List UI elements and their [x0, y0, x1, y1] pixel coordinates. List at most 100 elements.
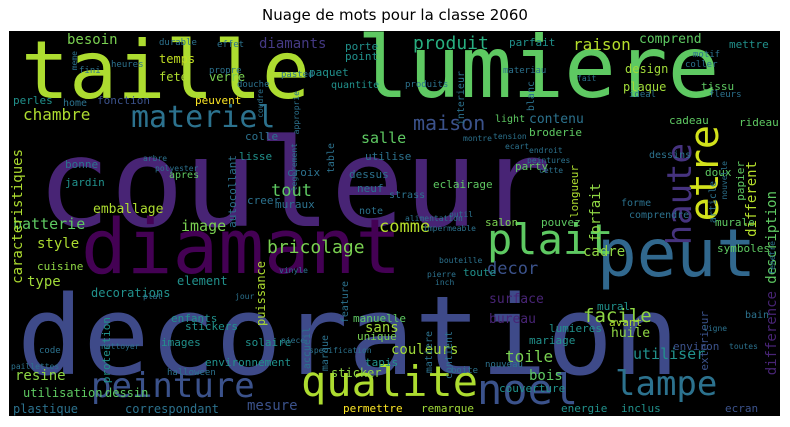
word-puissance: puissance: [254, 261, 268, 327]
word-toile: toile: [505, 347, 554, 366]
word-motif: motif: [693, 50, 721, 60]
word-diamants: diamants: [259, 36, 327, 52]
word-bureau: bureau: [489, 312, 536, 327]
word-creer: creer: [247, 194, 281, 207]
word-nettoyer: nettoyer: [101, 342, 140, 351]
word-exterieur: exterieur: [698, 311, 711, 371]
word-blanc: blanc: [526, 81, 537, 112]
word-lampe: lampe: [615, 364, 718, 404]
word-autocollant: autocollant: [226, 155, 239, 228]
word-ligne: ligne: [703, 324, 728, 333]
word-jardin: jardin: [65, 176, 105, 189]
word-lumieres: lumieres: [549, 322, 602, 335]
word-table: table: [326, 143, 337, 174]
word-cloud: couleur decoration lumiere taille diaman…: [9, 31, 780, 416]
word-paquet: paquet: [309, 66, 349, 79]
word-bois: bois: [529, 368, 563, 384]
word-sticker: sticker: [331, 366, 382, 380]
word-ecart: ecart: [505, 142, 530, 151]
word-bouteille: bouteille: [439, 256, 483, 265]
word-mettre: mettre: [729, 38, 769, 51]
word-cadeau: cadeau: [669, 114, 709, 127]
word-neuf: neuf: [357, 182, 384, 195]
word-tension: tension: [493, 132, 527, 141]
word-peintures: peintures: [527, 156, 571, 165]
word-symboles: symboles: [717, 242, 770, 255]
word-nouvelle: nouvelle: [720, 161, 729, 200]
word-permettre: permettre: [343, 402, 403, 415]
word-code: code: [39, 346, 61, 356]
word-sans: sans: [365, 320, 399, 336]
word-taille: taille: [21, 31, 310, 117]
word-pouvez: pouvez: [541, 216, 581, 229]
word-qualite: qualite: [301, 357, 479, 406]
word-papier: papier: [734, 161, 747, 201]
word-perles: perles: [13, 94, 53, 107]
word-ideal: ideal: [629, 90, 657, 100]
word-plat: plat: [143, 292, 163, 301]
word-style: style: [37, 236, 80, 252]
word-strass: strass: [389, 190, 426, 201]
word-pasted: pasted: [281, 70, 314, 80]
word-peuvent: peuvent: [195, 94, 242, 107]
word-images: images: [161, 336, 201, 349]
word-meme: meme: [70, 51, 79, 71]
word-specification: specification: [309, 346, 372, 355]
word-correspondant: correspondant: [125, 402, 219, 416]
word-bonne: bonne: [65, 158, 99, 171]
word-approprie: approprie: [292, 91, 301, 135]
word-durable: durable: [159, 38, 197, 48]
word-dessin: dessin: [105, 386, 149, 400]
word-plaque: plaque: [623, 80, 667, 94]
chart-title: Nuage de mots pour la classe 2060: [262, 6, 528, 24]
word-lisse: lisse: [239, 150, 273, 163]
word-vinyle: vinyle: [279, 266, 308, 275]
word-apres: apres: [169, 170, 200, 181]
word-utiliser: utiliser: [633, 345, 706, 363]
word-polyester: polyester: [155, 164, 199, 173]
word-batterie: batterie: [13, 215, 86, 233]
word-caracteristiques: caracteristiques: [10, 149, 26, 284]
word-verre: verre: [209, 70, 246, 84]
word-plastique: plastique: [13, 402, 79, 416]
word-feature: feature: [340, 281, 351, 324]
word-emballage: emballage: [93, 202, 164, 217]
word-home: home: [63, 98, 88, 109]
word-comme: comme: [379, 217, 431, 237]
word-cette: cette: [539, 166, 564, 175]
word-colle: colle: [245, 130, 279, 143]
word-piece: piece: [281, 336, 306, 345]
word-produit: produit: [413, 33, 489, 54]
word-couleurs: couleurs: [391, 342, 459, 358]
word-chambre: chambre: [23, 105, 91, 124]
word-design: design: [625, 62, 669, 76]
word-jour: jour: [235, 292, 255, 301]
word-diamant: diamant: [81, 202, 402, 291]
word-effet: effet: [217, 40, 245, 50]
word-avant: avant: [609, 316, 643, 329]
word-image: image: [181, 217, 227, 235]
word-couverture: couverture: [499, 382, 566, 395]
word-tout: tout: [271, 181, 312, 201]
word-decoration: decoration: [17, 272, 680, 400]
word-pierre: pierre: [427, 270, 456, 279]
word-facile: facile: [583, 305, 652, 327]
word-point: point: [345, 50, 379, 63]
word-contenu: contenu: [529, 112, 584, 127]
word-resine: resine: [15, 368, 66, 384]
word-arbre: arbre: [143, 154, 168, 163]
word-rideau: rideau: [739, 116, 779, 129]
word-comprendre: comprendre: [629, 210, 690, 221]
word-doux: doux: [705, 166, 732, 179]
word-outil: outil: [449, 210, 474, 219]
word-surface: surface: [489, 292, 544, 307]
word-unique: unique: [357, 330, 397, 343]
word-environnement: environnement: [205, 356, 292, 369]
word-matiere: matiere: [424, 331, 435, 374]
word-mariage: mariage: [529, 334, 576, 347]
word-tissu: tissu: [701, 80, 735, 93]
word-utilise: utilise: [365, 150, 412, 163]
word-fleurs: fleurs: [709, 90, 742, 100]
word-impermeable: impermeable: [423, 224, 476, 233]
word-nouveau: nouveau: [485, 360, 523, 370]
